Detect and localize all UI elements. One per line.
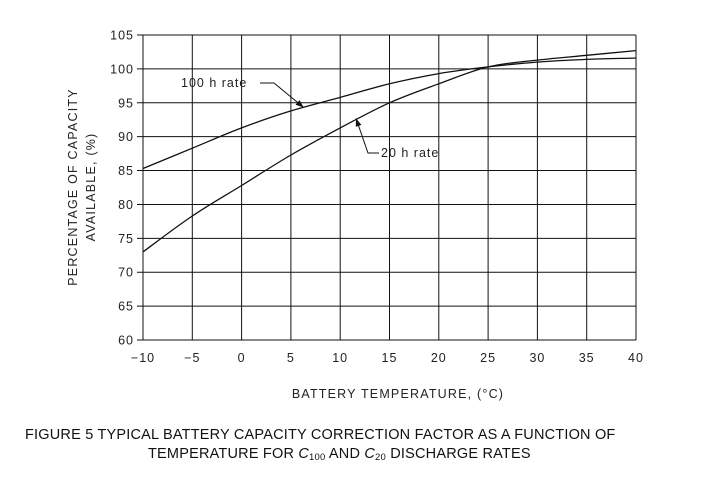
- x-tick-label: −5: [184, 351, 200, 365]
- x-tick-label: 10: [332, 351, 348, 365]
- arrowhead: [355, 118, 362, 127]
- c100-symbol: C: [298, 446, 310, 462]
- c20-symbol: C: [364, 446, 376, 462]
- y-axis-label-line-1: PERCENTAGE OF CAPACITY: [66, 88, 80, 286]
- series-lines: [142, 49, 637, 253]
- x-tick-label: 35: [579, 351, 595, 365]
- arrowhead: [295, 100, 304, 108]
- c20-subscript: 20: [375, 452, 386, 463]
- caption-text-post: DISCHARGE RATES: [386, 446, 531, 462]
- series-line-100h: [142, 57, 637, 170]
- annotation-100h-rate: 100 h rate: [181, 76, 247, 90]
- x-tick-label: 20: [431, 351, 447, 365]
- caption-text-pre: TEMPERATURE FOR: [148, 446, 299, 462]
- c100-subscript: 100: [309, 452, 326, 463]
- y-tick-label: 60: [118, 334, 134, 348]
- y-tick-label: 95: [118, 96, 134, 110]
- series-line-20h: [142, 49, 637, 253]
- y-axis-label-line-2: AVAILABLE, (%): [84, 133, 98, 242]
- x-tick-label: 30: [529, 351, 545, 365]
- annotation-20h-rate: 20 h rate: [381, 146, 439, 160]
- x-tick-label: 40: [628, 351, 644, 365]
- axis-ticks: 60 65 70 75 80 85 90 95 100 105 −10 −5 0 5 10 15 20 25 30 3…: [110, 29, 644, 366]
- x-axis-label: BATTERY TEMPERATURE, (°C): [292, 387, 504, 401]
- x-tick-label: 25: [480, 351, 496, 365]
- y-tick-label: 105: [110, 29, 134, 43]
- y-tick-label: 75: [118, 232, 134, 246]
- x-tick-label: 15: [382, 351, 398, 365]
- y-tick-label: 100: [110, 62, 134, 76]
- series-annotations: 100 h rate 20 h rate: [181, 76, 439, 160]
- x-tick-label: 0: [238, 351, 246, 365]
- y-tick-label: 70: [118, 266, 134, 280]
- capacity-chart: 60 65 70 75 80 85 90 95 100 105 −10 −5 0 5 10 15 20 25 30 3…: [66, 29, 644, 402]
- y-tick-label: 65: [118, 300, 134, 314]
- caption-line-2: TEMPERATURE FOR C100 AND C20 DISCHARGE R…: [148, 446, 531, 463]
- caption-text-mid: AND: [325, 446, 365, 462]
- grid: [137, 34, 637, 341]
- x-tick-label: 5: [287, 351, 295, 365]
- y-tick-label: 90: [118, 130, 134, 144]
- caption-line-1: FIGURE 5 TYPICAL BATTERY CAPACITY CORREC…: [25, 427, 616, 443]
- x-tick-label: −10: [131, 351, 155, 365]
- leader-line-100h: [260, 82, 305, 108]
- leader-line-20h: [355, 118, 379, 154]
- y-tick-label: 85: [118, 164, 134, 178]
- y-tick-label: 80: [118, 198, 134, 212]
